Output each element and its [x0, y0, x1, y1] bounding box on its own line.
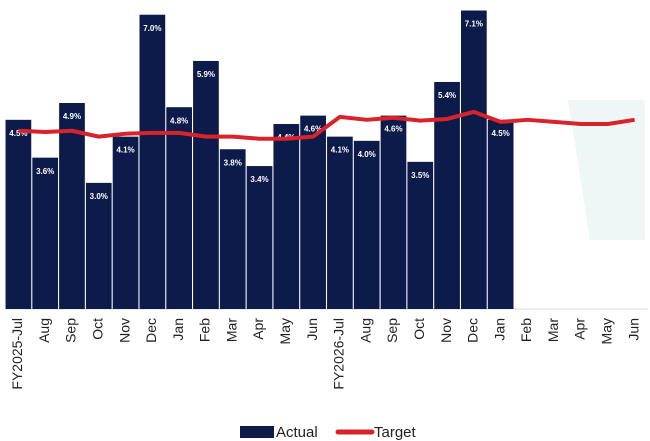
- x-tick-label: Feb: [518, 318, 534, 342]
- legend-label: Target: [374, 424, 417, 441]
- value-label: 3.6%: [36, 167, 54, 176]
- value-label: 4.9%: [63, 112, 81, 121]
- x-tick-label: Oct: [411, 318, 427, 340]
- forecast-shade: [568, 100, 645, 240]
- x-tick-label: Dec: [465, 318, 481, 343]
- value-label: 3.5%: [411, 171, 429, 180]
- bar: [460, 10, 487, 310]
- bar: [112, 136, 139, 309]
- value-label: 3.0%: [90, 192, 108, 201]
- value-label: 4.8%: [170, 116, 188, 125]
- value-label: 4.1%: [331, 146, 349, 155]
- value-label: 4.6%: [384, 125, 402, 134]
- bar: [327, 136, 353, 309]
- target-line: [18, 109, 635, 141]
- bar: [380, 115, 407, 309]
- bar: [59, 103, 85, 309]
- x-tick-label: Apr: [250, 318, 266, 340]
- x-tick-label: Mar: [223, 318, 239, 342]
- bar: [487, 119, 514, 309]
- bar: [166, 107, 193, 310]
- legend-swatch: [240, 426, 274, 438]
- x-tick-label: FY2025-Jul: [9, 318, 25, 390]
- x-tick-label: Nov: [438, 318, 454, 343]
- x-tick-label: Jan: [170, 318, 186, 341]
- bar: [85, 182, 112, 309]
- value-label: 5.9%: [197, 70, 215, 79]
- bar: [300, 115, 326, 309]
- value-label: 3.8%: [224, 158, 242, 167]
- x-tick-label: Nov: [116, 318, 132, 343]
- bar: [353, 140, 380, 309]
- legend-label: Actual: [276, 424, 318, 441]
- x-tick-label: Oct: [89, 318, 105, 340]
- x-tick-label: Sep: [384, 318, 400, 343]
- value-label: 4.5%: [9, 129, 27, 138]
- x-tick-label: May: [599, 318, 615, 344]
- x-tick-label: Jun: [625, 318, 641, 341]
- x-tick-label: May: [277, 318, 293, 344]
- x-tick-label: Sep: [63, 318, 79, 343]
- x-tick-label: Feb: [197, 318, 213, 342]
- x-tick-label: Apr: [572, 318, 588, 340]
- bar: [246, 166, 273, 309]
- bar: [139, 14, 166, 309]
- value-label: 4.6%: [304, 125, 322, 134]
- value-label: 7.0%: [143, 24, 161, 33]
- x-tick-label: Jun: [304, 318, 320, 341]
- value-label: 4.5%: [492, 129, 510, 138]
- value-label: 5.4%: [438, 91, 456, 100]
- value-label: 4.0%: [358, 150, 376, 159]
- x-tick-label: FY2026-Jul: [331, 318, 347, 390]
- x-tick-label: Aug: [36, 318, 52, 343]
- x-tick-label: Aug: [357, 318, 373, 343]
- value-label: 4.1%: [116, 146, 134, 155]
- x-tick-label: Dec: [143, 318, 159, 343]
- bar: [219, 149, 246, 309]
- bar: [32, 157, 59, 309]
- x-tick-label: Mar: [545, 318, 561, 342]
- value-label: 3.4%: [250, 175, 268, 184]
- bar: [193, 60, 219, 309]
- bar: [407, 161, 434, 309]
- bar: [273, 124, 300, 309]
- value-label: 7.1%: [465, 20, 483, 29]
- x-tick-label: Jan: [491, 318, 507, 341]
- bar: [5, 119, 32, 309]
